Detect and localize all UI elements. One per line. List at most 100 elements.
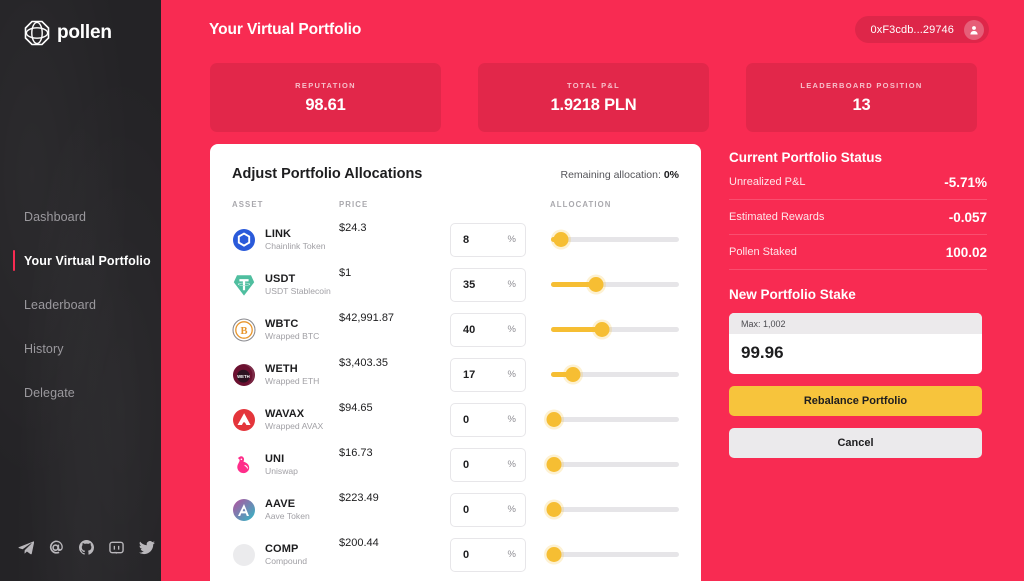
allocation-slider[interactable] xyxy=(551,276,679,294)
column-header-allocation: ALLOCATION xyxy=(550,200,612,209)
link-coin-icon xyxy=(232,228,256,252)
stake-value[interactable]: 99.96 xyxy=(741,343,784,362)
asset-names: COMP Compound xyxy=(265,543,307,567)
usdt-coin-icon xyxy=(232,273,256,297)
allocation-slider[interactable] xyxy=(551,231,679,249)
allocation-slider[interactable] xyxy=(551,321,679,339)
asset-cell: WAVAX Wrapped AVAX xyxy=(232,408,339,432)
status-row-estimated-rewards: Estimated Rewards -0.057 xyxy=(729,200,987,235)
column-header-asset: ASSET xyxy=(232,200,264,209)
sidebar-item-label: Leaderboard xyxy=(24,298,96,312)
stat-label: LEADERBOARD POSITION xyxy=(800,80,923,90)
remaining-allocation: Remaining allocation: 0% xyxy=(560,169,679,181)
slider-knob[interactable] xyxy=(546,457,562,472)
brand[interactable]: pollen xyxy=(0,0,161,46)
aave-coin-icon xyxy=(232,498,256,522)
sidebar-item-leaderboard[interactable]: Leaderboard xyxy=(0,283,161,327)
adjust-portfolio-allocations-card: Adjust Portfolio Allocations Remaining a… xyxy=(210,144,701,581)
percent-sign: % xyxy=(507,504,516,515)
stat-label: TOTAL P&L xyxy=(567,80,620,90)
slider-knob[interactable] xyxy=(546,547,562,562)
github-icon[interactable] xyxy=(79,540,94,555)
slider-knob[interactable] xyxy=(553,232,569,247)
main-content: Your Virtual Portfolio 0xF3cdb...29746 R… xyxy=(161,0,1024,581)
asset-price: $200.44 xyxy=(339,537,379,549)
sidebar-item-your-virtual-portfolio[interactable]: Your Virtual Portfolio xyxy=(0,239,161,283)
slider-knob[interactable] xyxy=(565,367,581,382)
status-value: -0.057 xyxy=(948,209,987,225)
table-row: WETH WETH Wrapped ETH $3,403.35 17% xyxy=(232,352,679,397)
asset-fullname: Aave Token xyxy=(265,510,310,521)
asset-price: $16.73 xyxy=(339,447,373,459)
asset-fullname: Compound xyxy=(265,555,308,566)
percent-sign: % xyxy=(507,549,516,560)
uni-coin-icon xyxy=(232,453,256,477)
allocation-slider[interactable] xyxy=(551,366,679,384)
slider-knob[interactable] xyxy=(546,412,562,427)
slider-track xyxy=(551,417,679,422)
sidebar-item-dashboard[interactable]: Dashboard xyxy=(0,195,161,239)
stats-row: REPUTATION 98.61 TOTAL P&L 1.9218 PLN LE… xyxy=(210,63,977,132)
allocation-percent-input[interactable]: 35% xyxy=(450,267,526,302)
asset-names: AAVE Aave Token xyxy=(265,498,310,522)
slider-track xyxy=(551,237,679,242)
allocations-title: Adjust Portfolio Allocations xyxy=(232,166,423,182)
allocation-slider[interactable] xyxy=(546,546,679,564)
table-row: LINK Chainlink Token $24.3 8% xyxy=(232,217,679,262)
allocation-percent-value: 0 xyxy=(463,413,470,426)
slider-knob[interactable] xyxy=(594,322,610,337)
lens-icon[interactable] xyxy=(49,540,64,555)
slider-knob[interactable] xyxy=(588,277,604,292)
slider-fill xyxy=(551,282,596,287)
comp-coin-icon xyxy=(232,543,256,567)
stat-card-reputation: REPUTATION 98.61 xyxy=(210,63,441,132)
sidebar-item-label: Dashboard xyxy=(24,210,87,224)
allocation-percent-input[interactable]: 0% xyxy=(450,492,526,527)
allocation-percent-value: 0 xyxy=(463,503,470,516)
asset-price: $223.49 xyxy=(339,492,379,504)
remaining-allocation-value: 0% xyxy=(663,169,679,181)
cancel-button[interactable]: Cancel xyxy=(729,428,982,458)
status-label: Estimated Rewards xyxy=(729,211,825,223)
percent-sign: % xyxy=(507,324,516,335)
allocation-percent-input[interactable]: 0% xyxy=(450,447,526,482)
allocation-slider[interactable] xyxy=(546,501,679,519)
table-row: UNI Uniswap $16.73 0% xyxy=(232,442,679,487)
stake-input[interactable]: Max: 1,002 99.96 xyxy=(729,313,982,374)
allocation-slider[interactable] xyxy=(546,456,679,474)
asset-price: $1 xyxy=(339,267,352,279)
allocation-slider[interactable] xyxy=(546,411,679,429)
allocation-percent-input[interactable]: 8% xyxy=(450,222,526,257)
wavax-coin-icon xyxy=(232,408,256,432)
discord-icon[interactable] xyxy=(109,540,124,555)
wallet-button[interactable]: 0xF3cdb...29746 xyxy=(854,16,989,43)
asset-names: LINK Chainlink Token xyxy=(265,228,326,252)
asset-names: WETH Wrapped ETH xyxy=(265,363,319,387)
sidebar-item-delegate[interactable]: Delegate xyxy=(0,371,161,415)
asset-cell: B WBTC Wrapped BTC xyxy=(232,318,339,342)
rebalance-portfolio-button[interactable]: Rebalance Portfolio xyxy=(729,386,982,416)
wbtc-coin-icon: B xyxy=(232,317,256,342)
asset-cell: WETH WETH Wrapped ETH xyxy=(232,363,339,387)
allocation-percent-input[interactable]: 40% xyxy=(450,312,526,347)
allocation-percent-value: 0 xyxy=(463,458,470,471)
asset-cell: USDT USDT Stablecoin xyxy=(232,273,339,297)
telegram-icon[interactable] xyxy=(18,540,34,555)
stake-max-label: Max: 1,002 xyxy=(729,313,982,334)
percent-sign: % xyxy=(507,369,516,380)
asset-fullname: Wrapped BTC xyxy=(265,330,320,341)
asset-cell: COMP Compound xyxy=(232,543,339,567)
allocation-percent-input[interactable]: 17% xyxy=(450,357,526,392)
slider-knob[interactable] xyxy=(546,502,562,517)
allocation-percent-value: 0 xyxy=(463,548,470,561)
slider-track xyxy=(551,462,679,467)
table-row: COMP Compound $200.44 0% xyxy=(232,532,679,577)
sidebar-item-history[interactable]: History xyxy=(0,327,161,371)
twitter-icon[interactable] xyxy=(139,540,155,555)
allocation-percent-input[interactable]: 0% xyxy=(450,402,526,437)
asset-symbol: LINK xyxy=(265,227,292,240)
status-label: Unrealized P&L xyxy=(729,176,806,188)
weth-coin-icon: WETH xyxy=(232,363,256,387)
allocation-percent-input[interactable]: 0% xyxy=(450,537,526,572)
